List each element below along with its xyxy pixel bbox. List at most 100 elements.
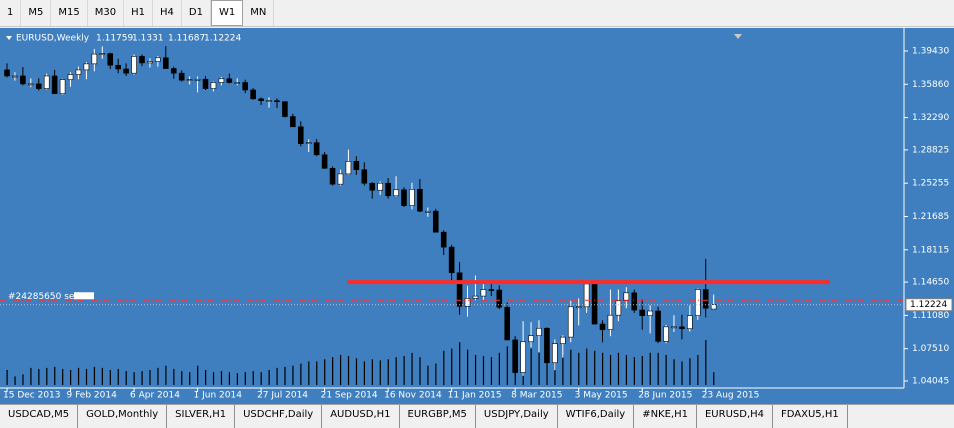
chart-tab[interactable]: EURUSD,H4 [697, 405, 773, 428]
candle-body [353, 161, 360, 171]
candle-body [178, 72, 185, 81]
chart-tab[interactable]: USDCHF,Daily [235, 405, 323, 428]
price-label: 1.12224 [910, 300, 947, 310]
candle-body [321, 154, 328, 169]
volume-bar [117, 368, 119, 385]
volume-bar [387, 359, 389, 385]
timeframe-button[interactable]: M15 [51, 0, 88, 26]
volume-bar [713, 372, 715, 385]
x-tick-label: 15 Dec 2013 [3, 391, 61, 401]
volume-bar [371, 359, 373, 385]
timeframe-button[interactable]: H4 [153, 0, 182, 26]
chart-tab[interactable]: FDAXU5,H1 [773, 405, 848, 428]
timeframe-button[interactable]: 1 [0, 0, 22, 26]
y-tick-label: 1.25255 [912, 179, 949, 189]
plot-background [0, 28, 954, 404]
candle-body [615, 300, 622, 316]
chart-tab[interactable]: EURGBP,M5 [400, 405, 476, 428]
volume-bar [236, 373, 238, 385]
chart-tabs: USDCAD,M5 GOLD,Monthly SILVER,H1 USDCHF,Dai… [0, 404, 954, 428]
candle-body [472, 295, 479, 299]
candle-body [369, 182, 376, 191]
x-tick-label: 6 Apr 2014 [130, 391, 180, 401]
candle-body [528, 335, 534, 343]
candle-body [43, 75, 50, 89]
volume-bar [594, 350, 596, 385]
candle-body [305, 142, 312, 144]
volume-bar [339, 355, 342, 385]
candle-body [83, 63, 90, 71]
candle-body [496, 289, 503, 308]
volume-bar [530, 348, 532, 385]
timeframe-button[interactable]: M30 [88, 0, 125, 26]
chart-tab[interactable]: #NKE,H1 [634, 405, 697, 428]
volume-bar [395, 357, 397, 385]
timeframe-button[interactable]: M5 [21, 0, 52, 26]
header-open: 1.11759 [96, 34, 133, 44]
candle-body [671, 326, 677, 329]
candle-body [202, 78, 209, 89]
timeframe-button[interactable]: W1 [210, 0, 244, 26]
timeframe-button[interactable]: D1 [182, 0, 211, 26]
candle-body [131, 56, 137, 74]
x-tick-label: 9 Feb 2014 [67, 391, 118, 401]
volume-bar [141, 371, 143, 385]
candle-body [694, 289, 701, 316]
volume-bar [228, 372, 231, 385]
header-high: 1.1331 [132, 34, 164, 44]
candle-body [520, 341, 526, 373]
candle-body [448, 246, 455, 274]
candle-body [377, 182, 383, 191]
candle-body [115, 64, 121, 70]
volume-bar [101, 367, 103, 385]
candle-body [345, 161, 352, 175]
timeframe-button[interactable]: MN [243, 0, 275, 26]
volume-bar [411, 352, 413, 385]
chart-tab[interactable]: SILVER,H1 [167, 405, 236, 428]
y-tick-label: 1.35860 [912, 80, 949, 90]
volume-bar [332, 357, 334, 385]
y-tick-label: 1.39430 [912, 46, 949, 56]
y-tick-label: 1.32290 [912, 113, 949, 123]
volume-bar [181, 371, 183, 385]
volume-bar [689, 358, 691, 385]
chart-tab[interactable]: AUDUSD,H1 [322, 405, 400, 428]
x-tick-label: 11 Jan 2015 [448, 391, 502, 401]
x-tick-label: 28 Jun 2015 [638, 391, 692, 401]
candle-body [687, 315, 693, 330]
candle-body [401, 189, 407, 206]
candle-body [567, 306, 574, 338]
volume-bar [157, 367, 159, 385]
candle-body [329, 168, 336, 185]
candle-body [139, 56, 145, 64]
volume-bar [70, 370, 72, 385]
candle-body [591, 283, 598, 325]
candle-body [607, 314, 614, 330]
volume-bar [538, 352, 540, 385]
candle-body [12, 75, 18, 78]
candle-body [163, 57, 169, 69]
chart-tab[interactable]: USDCAD,M5 [0, 405, 79, 428]
candle-body [147, 61, 153, 64]
timeframe-button[interactable]: H1 [124, 0, 153, 26]
volume-bar [490, 357, 493, 385]
x-tick-label: 8 Mar 2015 [511, 391, 562, 401]
candle-body [432, 210, 439, 233]
candle-body [234, 82, 241, 84]
candle-body [91, 53, 98, 65]
chart-tab[interactable]: WTIF6,Daily [558, 405, 635, 428]
volume-bar [355, 358, 358, 385]
chart-tab[interactable]: GOLD,Monthly [78, 405, 168, 428]
volume-bar [617, 352, 620, 385]
volume-bar [197, 365, 199, 385]
candle-body [639, 309, 646, 316]
candle-body [35, 83, 42, 89]
candle-body [170, 68, 177, 74]
candle-body [409, 188, 415, 206]
volume-bar [633, 357, 635, 385]
candle-body [258, 98, 264, 101]
chart: 1.39430 1.35860 1.32290 1.28825 1.25255 1.216… [0, 28, 954, 404]
volume-bar [451, 348, 453, 385]
chart-tab[interactable]: USDJPY,Daily [476, 405, 558, 428]
